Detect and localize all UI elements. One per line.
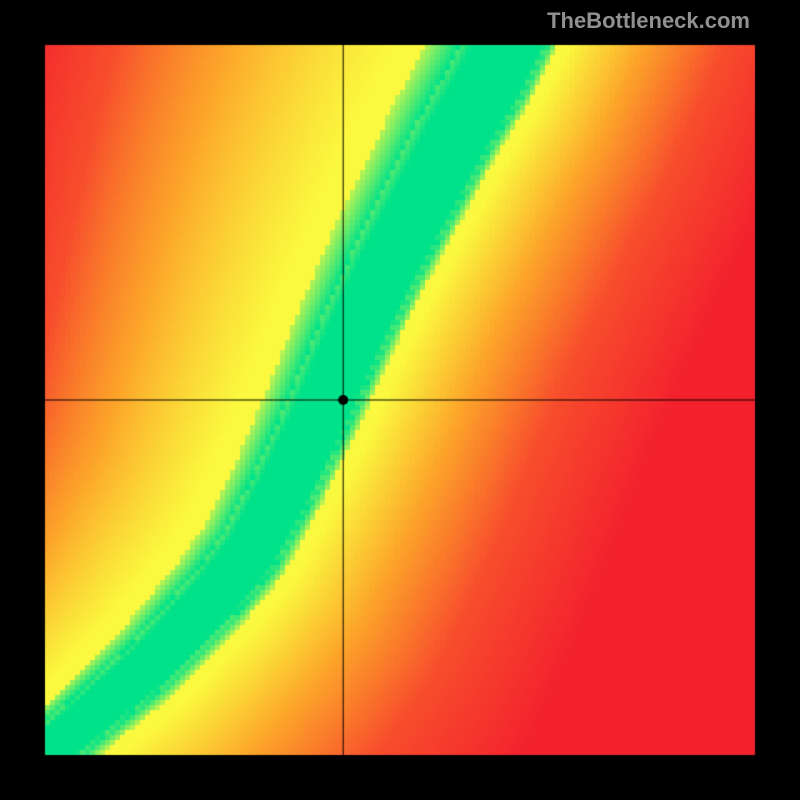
attribution-label: TheBottleneck.com (547, 8, 750, 34)
bottleneck-heatmap (0, 0, 800, 800)
chart-container: TheBottleneck.com (0, 0, 800, 800)
